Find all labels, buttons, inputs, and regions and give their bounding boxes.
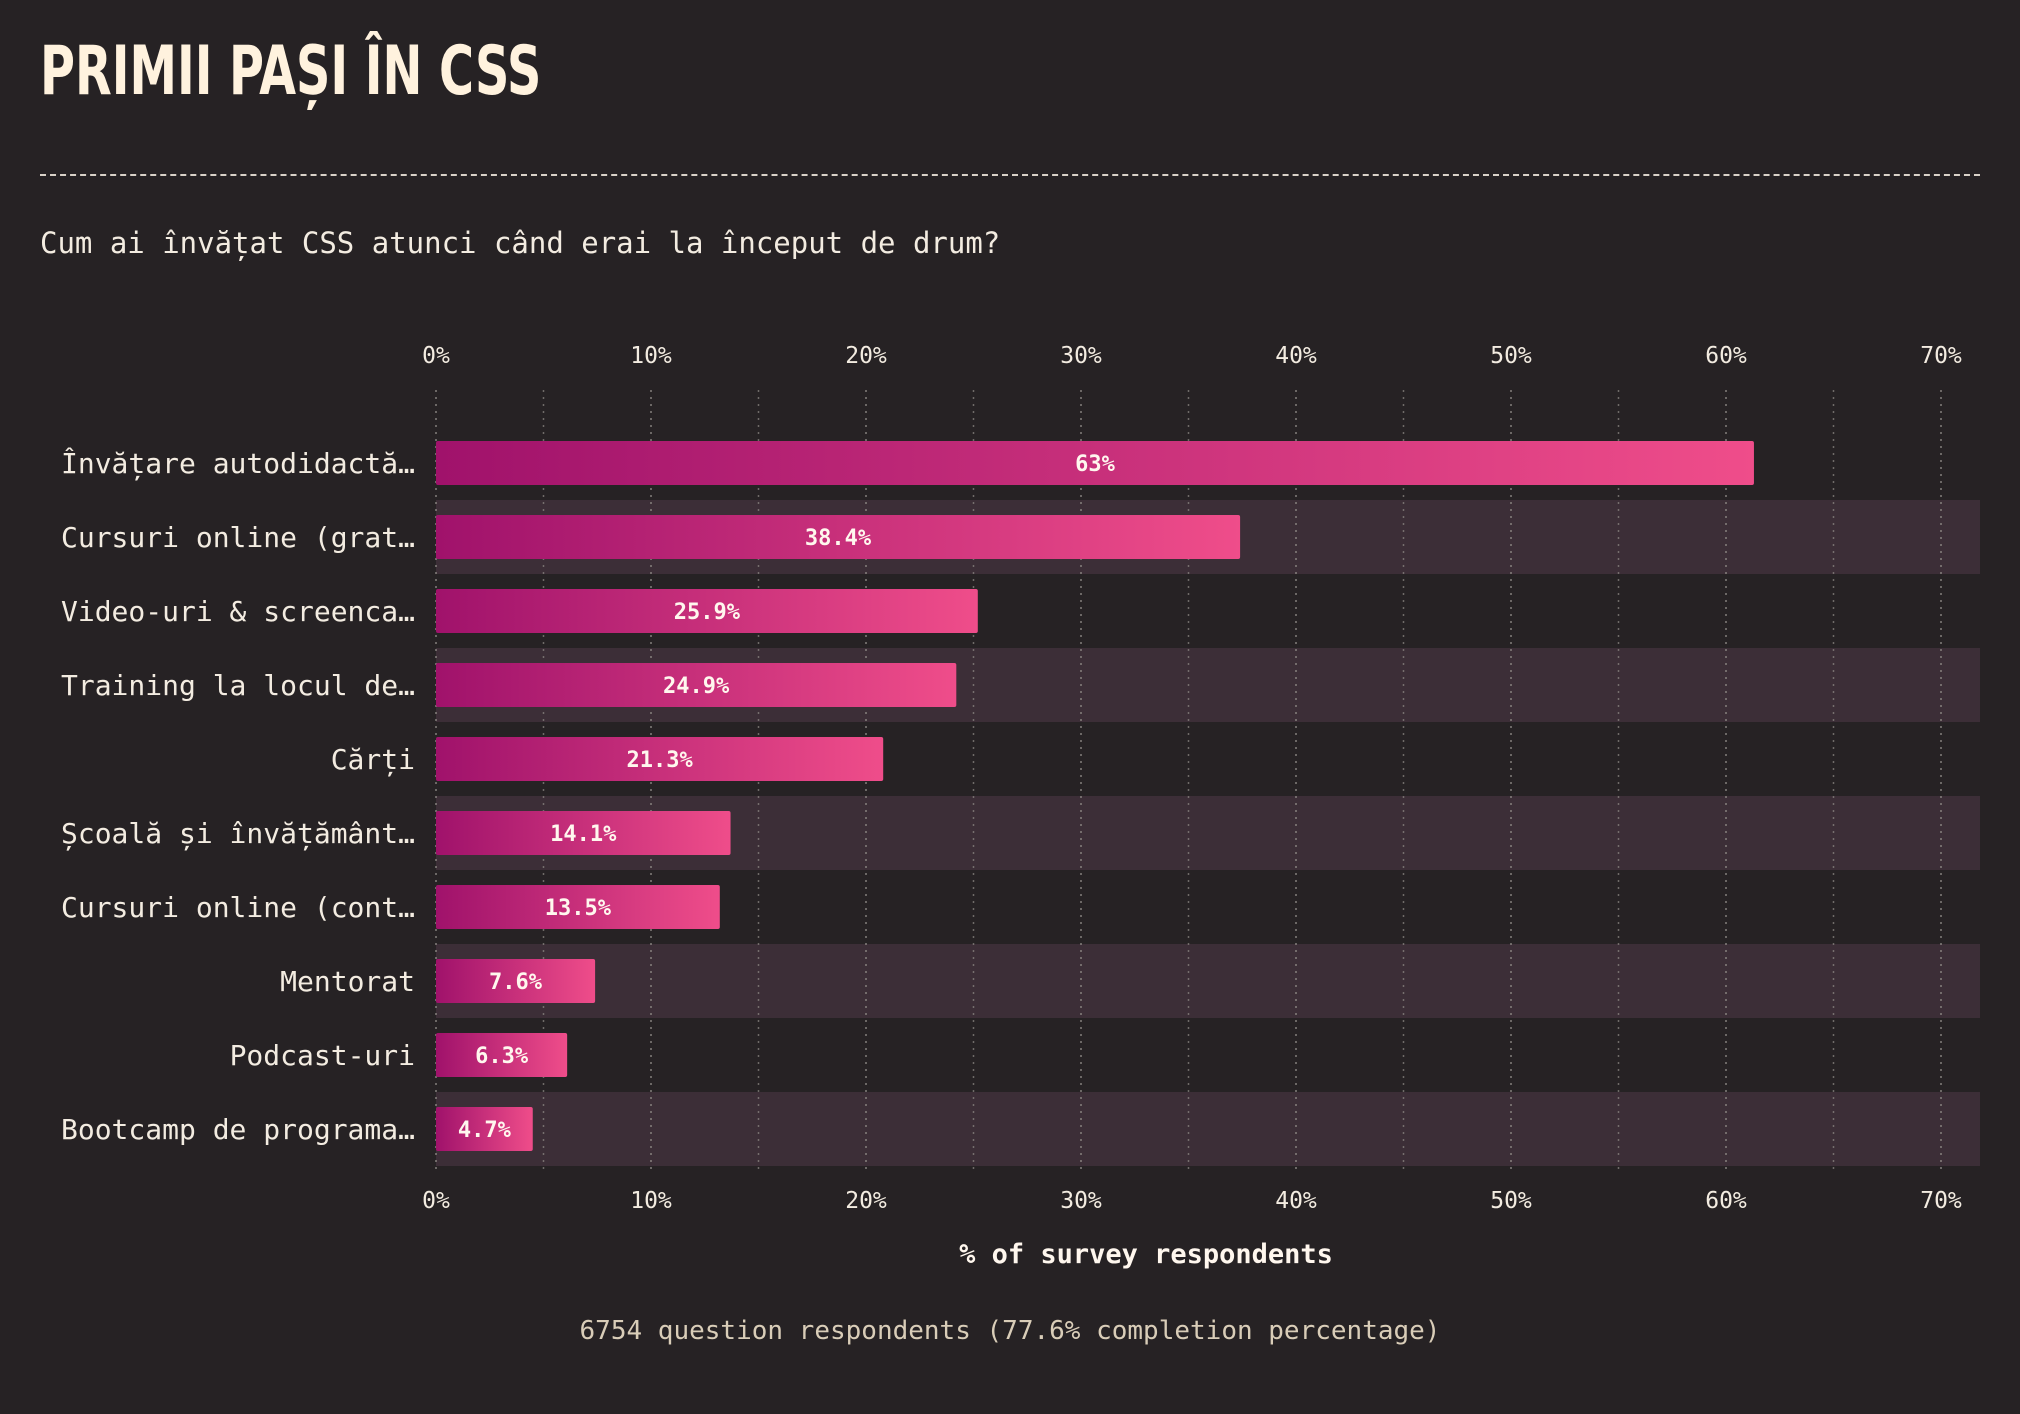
bar bbox=[436, 811, 731, 855]
top-tick-label: 50% bbox=[1490, 343, 1532, 369]
bar bbox=[436, 737, 884, 781]
bottom-tick-label: 30% bbox=[1060, 1188, 1102, 1214]
respondents-note: 6754 question respondents (77.6% complet… bbox=[579, 1316, 1441, 1346]
bar bbox=[436, 1107, 533, 1151]
bar bbox=[436, 959, 596, 1003]
bar-value-label: 14.1% bbox=[550, 822, 617, 847]
bar-value-label: 24.9% bbox=[663, 674, 730, 699]
top-tick-label: 70% bbox=[1920, 343, 1962, 369]
top-tick-label: 10% bbox=[630, 343, 672, 369]
bar bbox=[436, 885, 720, 929]
x-axis-title: % of survey respondents bbox=[959, 1239, 1333, 1270]
bar bbox=[436, 663, 957, 707]
bar-value-label: 4.7% bbox=[458, 1118, 512, 1143]
category-label: Cărți bbox=[331, 743, 415, 777]
chart-question: Cum ai învățat CSS atunci când erai la î… bbox=[40, 226, 1001, 260]
bar-value-label: 13.5% bbox=[545, 896, 612, 921]
bottom-tick-label: 40% bbox=[1275, 1188, 1317, 1214]
row-stripe bbox=[436, 944, 1980, 1018]
bottom-axis: 0% 10% 20% 30% 40% 50% 60% 70% bbox=[422, 1188, 1962, 1214]
bar-value-labels: 63% 38.4% 25.9% 24.9% 21.3% 14.1% 13.5% 7.6% 6.3… bbox=[458, 452, 1116, 1143]
category-label: Training la locul de… bbox=[61, 669, 415, 702]
top-tick-label: 30% bbox=[1060, 343, 1102, 369]
category-label: Bootcamp de programa… bbox=[61, 1113, 415, 1146]
category-label: Școală și învățământ… bbox=[61, 817, 415, 851]
title-divider bbox=[40, 174, 1980, 176]
category-label: Învățare autodidactă… bbox=[61, 446, 415, 481]
page-title: PRIMII PAȘI ÎN CSS bbox=[40, 32, 542, 111]
category-label: Video-uri & screenca… bbox=[61, 595, 415, 628]
bottom-tick-label: 60% bbox=[1705, 1188, 1747, 1214]
row-stripe bbox=[436, 1092, 1980, 1166]
bottom-tick-label: 70% bbox=[1920, 1188, 1962, 1214]
bar bbox=[436, 441, 1754, 485]
bar-value-label: 6.3% bbox=[475, 1044, 529, 1069]
bar-value-label: 38.4% bbox=[805, 526, 872, 551]
bar bbox=[436, 589, 978, 633]
top-tick-label: 0% bbox=[422, 343, 450, 369]
bar-value-label: 7.6% bbox=[489, 970, 543, 995]
bottom-tick-label: 10% bbox=[630, 1188, 672, 1214]
category-label: Mentorat bbox=[280, 965, 415, 998]
top-axis: 0% 10% 20% 30% 40% 50% 60% 70% bbox=[422, 343, 1962, 369]
bar bbox=[436, 1033, 568, 1077]
bottom-tick-label: 20% bbox=[845, 1188, 887, 1214]
bottom-tick-label: 50% bbox=[1490, 1188, 1532, 1214]
category-labels: Învățare autodidactă… Cursuri online (gra… bbox=[61, 446, 415, 1146]
bottom-tick-label: 0% bbox=[422, 1188, 450, 1214]
category-label: Cursuri online (cont… bbox=[61, 891, 415, 924]
bar-value-label: 25.9% bbox=[674, 600, 741, 625]
bars bbox=[436, 441, 1754, 1151]
bar-chart: 63% 38.4% 25.9% 24.9% 21.3% 14.1% 13.5% 7.6% 6.3… bbox=[61, 343, 1980, 1270]
top-tick-label: 60% bbox=[1705, 343, 1747, 369]
bar-value-label: 21.3% bbox=[626, 748, 693, 773]
bar bbox=[436, 515, 1241, 559]
top-tick-label: 40% bbox=[1275, 343, 1317, 369]
top-tick-label: 20% bbox=[845, 343, 887, 369]
bar-value-label: 63% bbox=[1075, 452, 1115, 477]
category-label: Cursuri online (grat… bbox=[61, 521, 415, 554]
category-label: Podcast-uri bbox=[230, 1039, 415, 1072]
